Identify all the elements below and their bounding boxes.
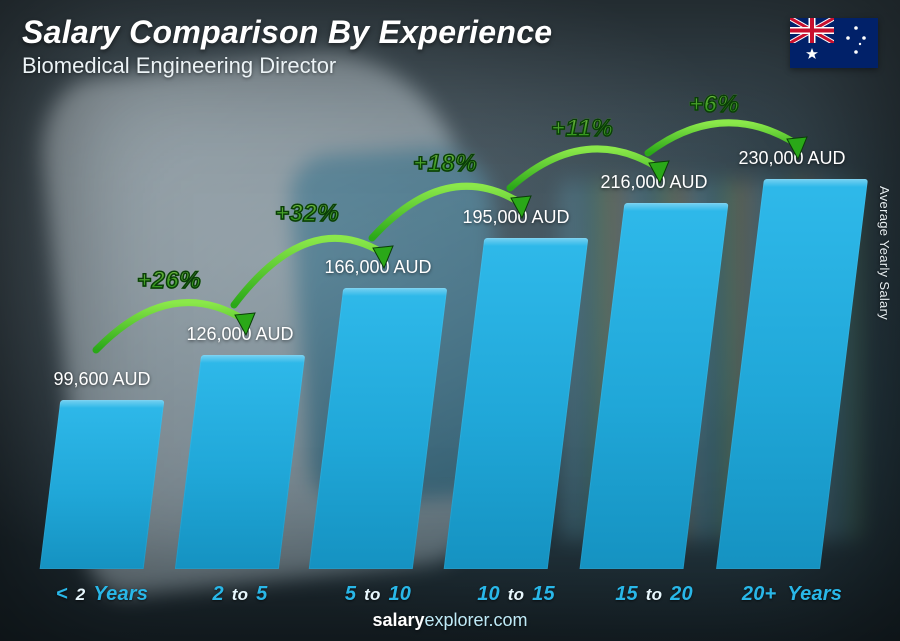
bar-category-label: 15 to 20 xyxy=(592,583,716,606)
increase-pct-label: +32% xyxy=(275,200,339,228)
footer-brand-2: explorer xyxy=(425,610,489,630)
bar-value-label: 216,000 AUD xyxy=(592,172,716,193)
bar-category-label: < 2 Years xyxy=(40,583,164,606)
bar xyxy=(175,355,305,569)
bar-value-label: 230,000 AUD xyxy=(730,148,854,169)
increase-pct-label: +18% xyxy=(413,150,477,178)
footer-tld: .com xyxy=(489,610,528,630)
australia-flag-icon xyxy=(790,18,878,68)
bar-value-label: 99,600 AUD xyxy=(40,369,164,390)
bar-value-label: 195,000 AUD xyxy=(454,207,578,228)
increase-pct-label: +11% xyxy=(551,115,613,143)
increase-pct-label: +26% xyxy=(137,267,201,295)
bar-value-label: 126,000 AUD xyxy=(178,324,302,345)
bar xyxy=(580,203,729,569)
bar xyxy=(309,288,448,569)
bar-category-label: 2 to 5 xyxy=(178,583,302,606)
infographic-canvas: Salary Comparison By Experience Biomedic… xyxy=(0,0,900,641)
bar-category-label: 20+ Years xyxy=(730,583,854,606)
footer-attribution: salaryexplorer.com xyxy=(0,610,900,631)
footer-brand-1: salary xyxy=(372,610,424,630)
bar xyxy=(40,400,165,569)
bar-value-label: 166,000 AUD xyxy=(316,257,440,278)
bar xyxy=(444,238,589,569)
title-main: Salary Comparison By Experience xyxy=(22,14,552,51)
bar xyxy=(716,179,868,569)
bar-category-label: 10 to 15 xyxy=(454,583,578,606)
increase-pct-label: +6% xyxy=(689,91,739,119)
bar-chart: 99,600 AUD< 2 Years126,000 AUD2 to 5166,… xyxy=(0,69,900,569)
bar-category-label: 5 to 10 xyxy=(316,583,440,606)
